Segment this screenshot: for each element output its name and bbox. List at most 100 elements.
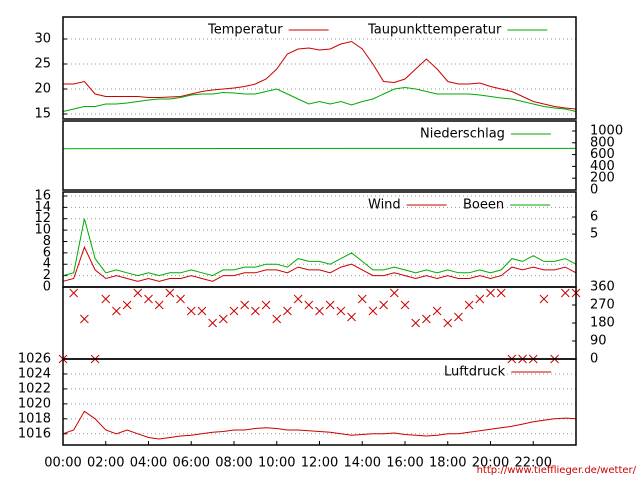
data-point bbox=[560, 288, 570, 298]
data-point bbox=[208, 318, 217, 328]
data-point bbox=[261, 300, 271, 310]
data-point bbox=[165, 288, 175, 298]
y2-tick-label: 200 bbox=[590, 171, 615, 186]
data-point bbox=[422, 314, 431, 324]
data-line bbox=[62, 245, 577, 282]
x-tick-label: 12:00 bbox=[301, 456, 338, 471]
data-point bbox=[218, 314, 228, 324]
legend-label: Temperatur bbox=[207, 23, 283, 38]
data-point bbox=[229, 306, 239, 316]
y2-tick-label: 0 bbox=[590, 352, 598, 367]
x-tick-label: 14:00 bbox=[344, 456, 381, 471]
y2-tick-label: 400 bbox=[590, 159, 615, 174]
data-point bbox=[112, 306, 121, 316]
data-point bbox=[379, 300, 388, 310]
data-point bbox=[197, 306, 207, 316]
data-point bbox=[454, 312, 463, 322]
x-tick-label: 02:00 bbox=[87, 456, 124, 471]
x-tick-label: 18:00 bbox=[429, 456, 466, 471]
data-point bbox=[80, 314, 89, 324]
y-tick-label: 14 bbox=[34, 200, 51, 215]
x-tick-label: 00:00 bbox=[44, 456, 81, 471]
data-point bbox=[475, 294, 485, 304]
y-tick-label: 1026 bbox=[18, 352, 51, 367]
data-point bbox=[122, 300, 132, 310]
data-point bbox=[347, 312, 356, 322]
y-tick-label: 12 bbox=[34, 211, 51, 226]
data-point bbox=[176, 294, 185, 304]
legend-label: Taupunkttemperatur bbox=[367, 23, 502, 38]
legend-label: Niederschlag bbox=[420, 127, 505, 142]
data-point bbox=[336, 306, 346, 316]
data-point bbox=[539, 294, 549, 304]
data-point bbox=[144, 294, 153, 304]
data-point bbox=[432, 306, 442, 316]
data-point bbox=[240, 300, 250, 310]
y-tick-label: 10 bbox=[34, 223, 51, 238]
panel-frame bbox=[62, 16, 577, 120]
y-tick-label: 20 bbox=[34, 82, 51, 97]
data-point bbox=[251, 306, 260, 316]
legend-label: Wind bbox=[368, 198, 401, 213]
data-point bbox=[325, 300, 335, 310]
data-line bbox=[62, 410, 577, 440]
data-point bbox=[389, 288, 399, 298]
y2-tick-label: 0 bbox=[590, 183, 598, 198]
data-point bbox=[486, 288, 495, 298]
data-point bbox=[315, 306, 324, 316]
data-point bbox=[101, 294, 111, 304]
y2-tick-label: 1000 bbox=[590, 123, 623, 138]
y-tick-label: 1020 bbox=[18, 396, 51, 411]
legend-label: Luftdruck bbox=[444, 365, 506, 380]
data-point bbox=[464, 300, 474, 310]
y-tick-label: 1024 bbox=[18, 366, 51, 381]
data-point bbox=[186, 306, 196, 316]
data-point bbox=[293, 294, 303, 304]
x-tick-label: 10:00 bbox=[258, 456, 295, 471]
panel-frame bbox=[62, 286, 577, 360]
y2-tick-label: 600 bbox=[590, 147, 615, 162]
x-tick-label: 22:00 bbox=[515, 456, 552, 471]
panel-frame bbox=[62, 120, 577, 191]
y-tick-label: 1018 bbox=[18, 411, 51, 426]
data-point bbox=[496, 288, 506, 298]
data-point bbox=[69, 288, 79, 298]
y2-tick-label: 800 bbox=[590, 135, 615, 150]
y-tick-label: 1022 bbox=[18, 381, 51, 396]
data-point bbox=[443, 318, 453, 328]
y-tick-label: 25 bbox=[34, 57, 51, 72]
panel-frame bbox=[62, 358, 577, 446]
y-tick-label: 30 bbox=[34, 32, 51, 47]
y2-tick-label: 360 bbox=[590, 280, 615, 295]
footer-url: http://www.tiefflieger.de/wetter/ bbox=[477, 465, 637, 476]
x-tick-label: 04:00 bbox=[130, 456, 167, 471]
data-point bbox=[283, 306, 292, 316]
y-tick-label: 6 bbox=[43, 245, 51, 260]
data-point bbox=[357, 294, 367, 304]
x-tick-label: 06:00 bbox=[173, 456, 210, 471]
y-tick-label: 1016 bbox=[18, 426, 51, 441]
legend-label: Boeen bbox=[463, 198, 504, 213]
y2-tick-label: 5 bbox=[590, 227, 598, 242]
data-point bbox=[304, 300, 314, 310]
y2-tick-label: 90 bbox=[590, 334, 607, 349]
y-tick-label: 8 bbox=[43, 234, 51, 249]
x-tick-label: 16:00 bbox=[386, 456, 423, 471]
data-line bbox=[62, 86, 577, 112]
y2-tick-label: 6 bbox=[590, 210, 598, 225]
y2-tick-label: 180 bbox=[590, 316, 615, 331]
y-tick-label: 4 bbox=[43, 257, 51, 272]
data-line bbox=[62, 218, 577, 277]
x-tick-label: 20:00 bbox=[472, 456, 509, 471]
data-point bbox=[368, 306, 378, 316]
data-line bbox=[63, 40, 577, 110]
data-point bbox=[272, 314, 282, 324]
data-point bbox=[400, 300, 410, 310]
y-tick-label: 0 bbox=[43, 280, 51, 295]
y-tick-label: 16 bbox=[34, 188, 51, 203]
y2-tick-label: 270 bbox=[590, 298, 615, 313]
y-tick-label: 2 bbox=[43, 268, 51, 283]
data-point bbox=[154, 300, 164, 310]
x-tick-label: 08:00 bbox=[215, 456, 252, 471]
